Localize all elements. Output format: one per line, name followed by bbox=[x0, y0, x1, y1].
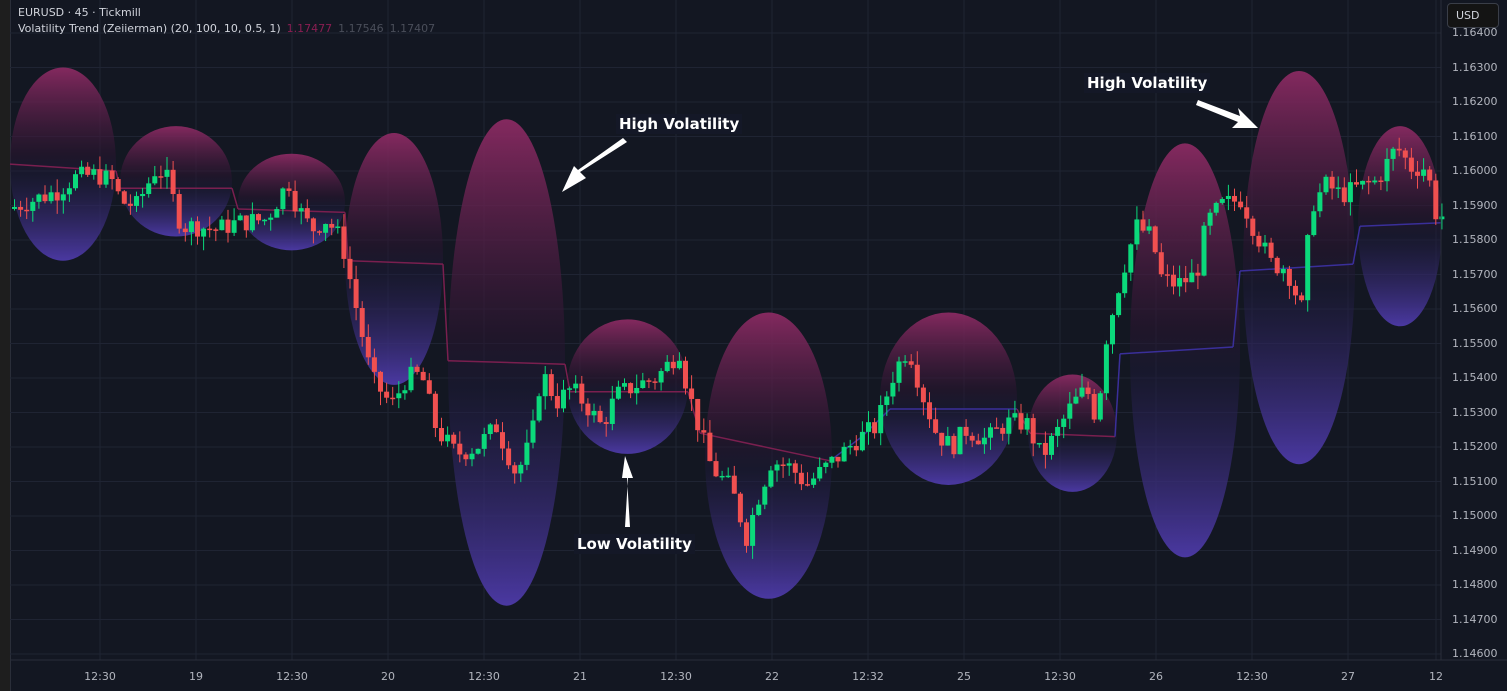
time-tick-label: 12 bbox=[1429, 670, 1443, 683]
time-tick-label: 27 bbox=[1341, 670, 1355, 683]
currency-button[interactable]: USD bbox=[1447, 3, 1499, 28]
price-tick-label: 1.15800 bbox=[1452, 233, 1498, 246]
price-tick-label: 1.15500 bbox=[1452, 336, 1498, 350]
time-tick-label: 19 bbox=[189, 670, 203, 683]
price-tick-label: 1.15400 bbox=[1452, 371, 1498, 384]
left-toolbar-edge bbox=[0, 0, 11, 691]
arrow-icon bbox=[562, 138, 627, 192]
price-tick-label: 1.14600 bbox=[1452, 647, 1498, 660]
time-tick-label: 12:30 bbox=[1044, 670, 1076, 683]
price-tick-label: 1.15100 bbox=[1452, 474, 1498, 488]
indicator-value-2: 1.17546 bbox=[338, 22, 384, 35]
time-tick-label: 20 bbox=[381, 670, 395, 683]
indicator-name: Volatility Trend (Zeiierman) (20, 100, 1… bbox=[18, 22, 281, 35]
candlesticks bbox=[12, 137, 1445, 559]
volatility-band bbox=[238, 153, 345, 251]
chart-legend: EURUSD · 45 · Tickmill Volatility Trend … bbox=[18, 5, 435, 37]
time-tick-label: 12:32 bbox=[852, 670, 884, 683]
time-tick-label: 12:30 bbox=[660, 670, 692, 683]
time-tick-label: 22 bbox=[765, 670, 779, 683]
time-tick-label: 12:30 bbox=[1236, 670, 1268, 683]
price-tick-label: 1.15000 bbox=[1452, 509, 1498, 522]
time-tick-label: 21 bbox=[573, 670, 587, 683]
volatility-band bbox=[120, 126, 232, 237]
volatility-band bbox=[705, 312, 832, 599]
time-tick-label: 12:30 bbox=[276, 670, 308, 683]
price-tick-label: 1.15300 bbox=[1452, 405, 1498, 419]
price-tick-label: 1.14700 bbox=[1452, 612, 1498, 626]
volatility-band bbox=[345, 133, 443, 385]
volatility-trend-line bbox=[9, 163, 1443, 462]
price-tick-label: 1.15200 bbox=[1452, 440, 1498, 453]
arrow-icon bbox=[622, 456, 633, 527]
time-tick-label: 12:30 bbox=[84, 670, 116, 683]
volatility-band bbox=[1358, 126, 1442, 327]
arrow-icon bbox=[1196, 100, 1258, 128]
price-tick-label: 1.14800 bbox=[1452, 578, 1498, 591]
price-tick-label: 1.16100 bbox=[1452, 129, 1498, 143]
volatility-band bbox=[10, 67, 116, 261]
time-tick-label: 26 bbox=[1149, 670, 1163, 683]
price-tick-label: 1.16400 bbox=[1452, 26, 1498, 39]
annotation-high-volatility-2: High Volatility bbox=[1084, 73, 1211, 93]
price-tick-label: 1.16200 bbox=[1452, 95, 1498, 108]
volatility-band bbox=[567, 319, 688, 454]
volatility-bands bbox=[10, 67, 1442, 606]
price-tick-label: 1.15900 bbox=[1452, 198, 1498, 212]
time-tick-label: 12:30 bbox=[468, 670, 500, 683]
annotation-low-volatility: Low Volatility bbox=[574, 534, 695, 554]
annotation-arrows bbox=[562, 100, 1258, 527]
price-tick-label: 1.15700 bbox=[1452, 267, 1498, 281]
annotation-high-volatility-1: High Volatility bbox=[616, 114, 743, 134]
indicator-legend[interactable]: Volatility Trend (Zeiierman) (20, 100, 1… bbox=[18, 21, 435, 37]
volatility-band bbox=[880, 312, 1017, 485]
price-tick-label: 1.15600 bbox=[1452, 302, 1498, 315]
indicator-value-1: 1.17477 bbox=[286, 22, 333, 35]
indicator-value-3: 1.17407 bbox=[389, 22, 436, 35]
price-tick-label: 1.16000 bbox=[1452, 164, 1498, 177]
price-tick-label: 1.16300 bbox=[1452, 60, 1498, 74]
price-tick-label: 1.14900 bbox=[1452, 543, 1498, 557]
symbol-title[interactable]: EURUSD · 45 · Tickmill bbox=[18, 6, 141, 19]
time-tick-label: 25 bbox=[957, 670, 971, 683]
